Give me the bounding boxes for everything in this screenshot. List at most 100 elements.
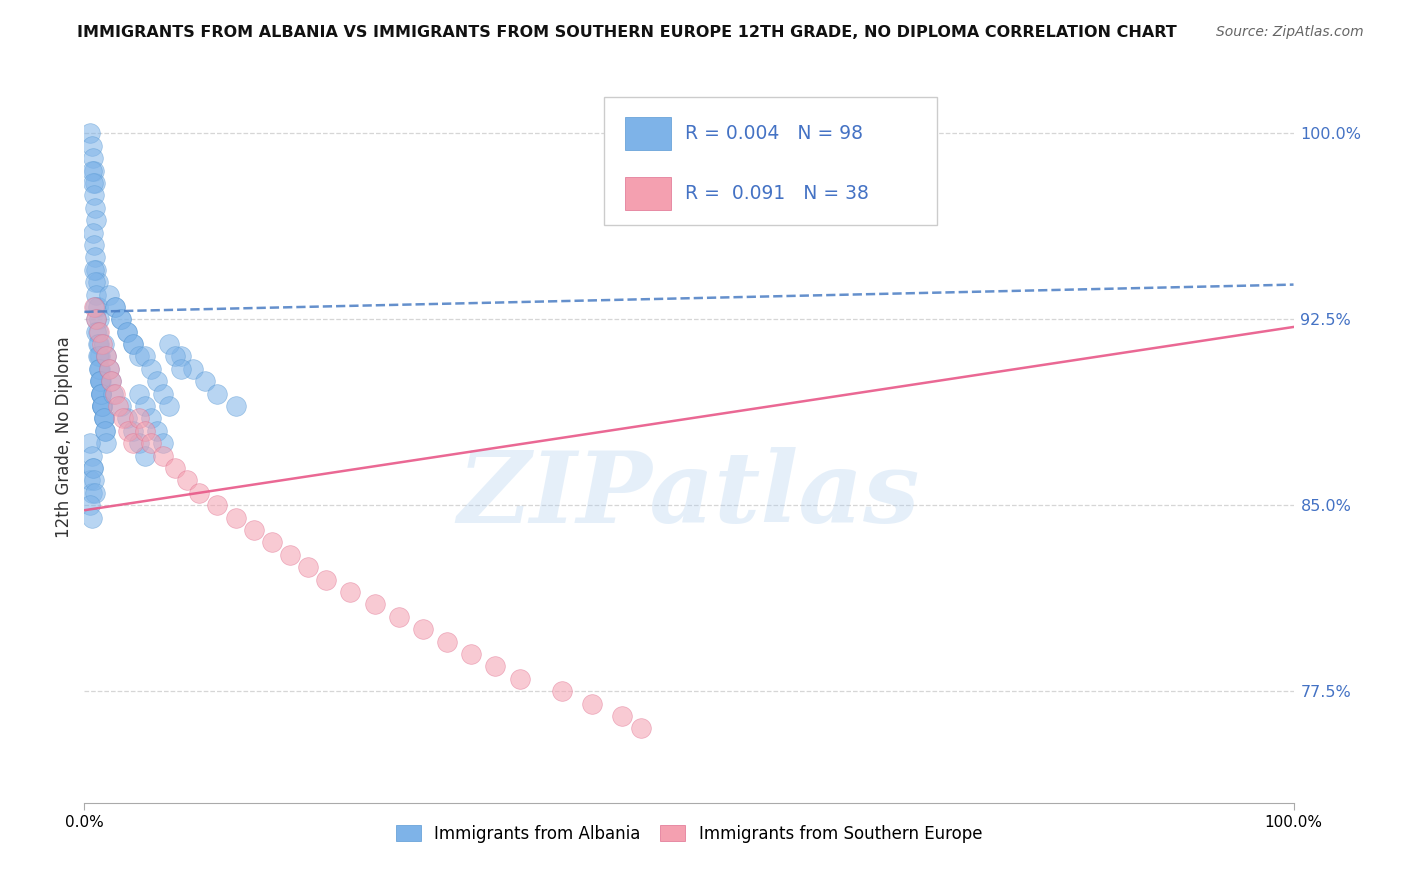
Point [181, 362, 204, 376]
Point [84, 201, 107, 215]
Point [90, 374, 112, 388]
Point [121, 337, 143, 351]
Point [121, 424, 143, 438]
Point [134, 399, 156, 413]
Point [165, 350, 187, 364]
Point [87, 312, 110, 326]
Point [82, 226, 104, 240]
Point [128, 350, 150, 364]
Point [260, 535, 283, 549]
Point [97, 287, 120, 301]
Point [139, 362, 162, 376]
Point [134, 350, 156, 364]
Point [225, 510, 247, 524]
Point [83, 474, 105, 488]
Point [107, 399, 129, 413]
Point [84, 486, 107, 500]
Point [152, 386, 174, 401]
Point [80, 510, 103, 524]
Point [94, 350, 117, 364]
Point [176, 474, 198, 488]
Point [315, 573, 337, 587]
Point [79, 436, 101, 450]
Bar [624, 117, 671, 150]
Point [363, 598, 385, 612]
Point [128, 436, 150, 450]
Point [339, 585, 361, 599]
Point [103, 386, 125, 401]
Point [104, 386, 127, 401]
Point [90, 386, 112, 401]
Point [84, 176, 107, 190]
Point [90, 386, 112, 401]
Point [110, 312, 132, 326]
Bar [624, 178, 671, 211]
Point [83, 238, 105, 252]
Point [436, 634, 458, 648]
Y-axis label: 12th Grade, No Diploma: 12th Grade, No Diploma [55, 336, 73, 538]
Point [94, 350, 117, 364]
Point [110, 312, 132, 326]
Text: IMMIGRANTS FROM ALBANIA VS IMMIGRANTS FROM SOUTHERN EUROPE 12TH GRADE, NO DIPLOM: IMMIGRANTS FROM ALBANIA VS IMMIGRANTS FR… [77, 25, 1177, 40]
Point [139, 411, 162, 425]
Point [91, 337, 114, 351]
Point [115, 411, 138, 425]
Point [170, 362, 193, 376]
Point [93, 411, 115, 425]
Point [509, 672, 531, 686]
Point [97, 362, 120, 376]
Point [86, 287, 108, 301]
Point [87, 325, 110, 339]
Point [91, 399, 114, 413]
Point [146, 424, 169, 438]
Point [225, 399, 247, 413]
Point [100, 374, 122, 388]
Text: R = 0.004   N = 98: R = 0.004 N = 98 [685, 124, 863, 143]
Point [128, 386, 150, 401]
Point [157, 399, 180, 413]
Point [89, 374, 111, 388]
Point [121, 337, 143, 351]
Point [86, 350, 108, 364]
Point [91, 399, 114, 413]
Point [170, 350, 193, 364]
Point [86, 325, 108, 339]
Point [115, 325, 138, 339]
Point [117, 424, 139, 438]
Point [83, 300, 105, 314]
Text: Source: ZipAtlas.com: Source: ZipAtlas.com [1216, 25, 1364, 39]
Point [104, 300, 127, 314]
Point [612, 709, 634, 723]
Point [194, 374, 217, 388]
Point [86, 300, 108, 314]
Point [84, 250, 107, 264]
Point [93, 337, 115, 351]
Point [80, 138, 103, 153]
Point [412, 622, 434, 636]
Point [84, 300, 107, 314]
Point [278, 548, 301, 562]
Point [93, 411, 115, 425]
Point [110, 399, 132, 413]
Point [86, 275, 108, 289]
Point [112, 411, 135, 425]
Text: ZIPatlas: ZIPatlas [458, 448, 920, 544]
Point [152, 436, 174, 450]
Point [86, 213, 108, 227]
Point [242, 523, 264, 537]
Point [188, 486, 211, 500]
Point [90, 386, 112, 401]
FancyBboxPatch shape [605, 97, 936, 225]
Point [79, 474, 101, 488]
Point [79, 126, 101, 140]
Point [89, 374, 111, 388]
Text: R =  0.091   N = 38: R = 0.091 N = 38 [685, 185, 869, 203]
Point [157, 337, 180, 351]
Point [94, 424, 117, 438]
Point [460, 647, 482, 661]
Point [115, 325, 138, 339]
Point [581, 697, 603, 711]
Point [630, 722, 652, 736]
Point [87, 362, 110, 376]
Point [207, 386, 229, 401]
